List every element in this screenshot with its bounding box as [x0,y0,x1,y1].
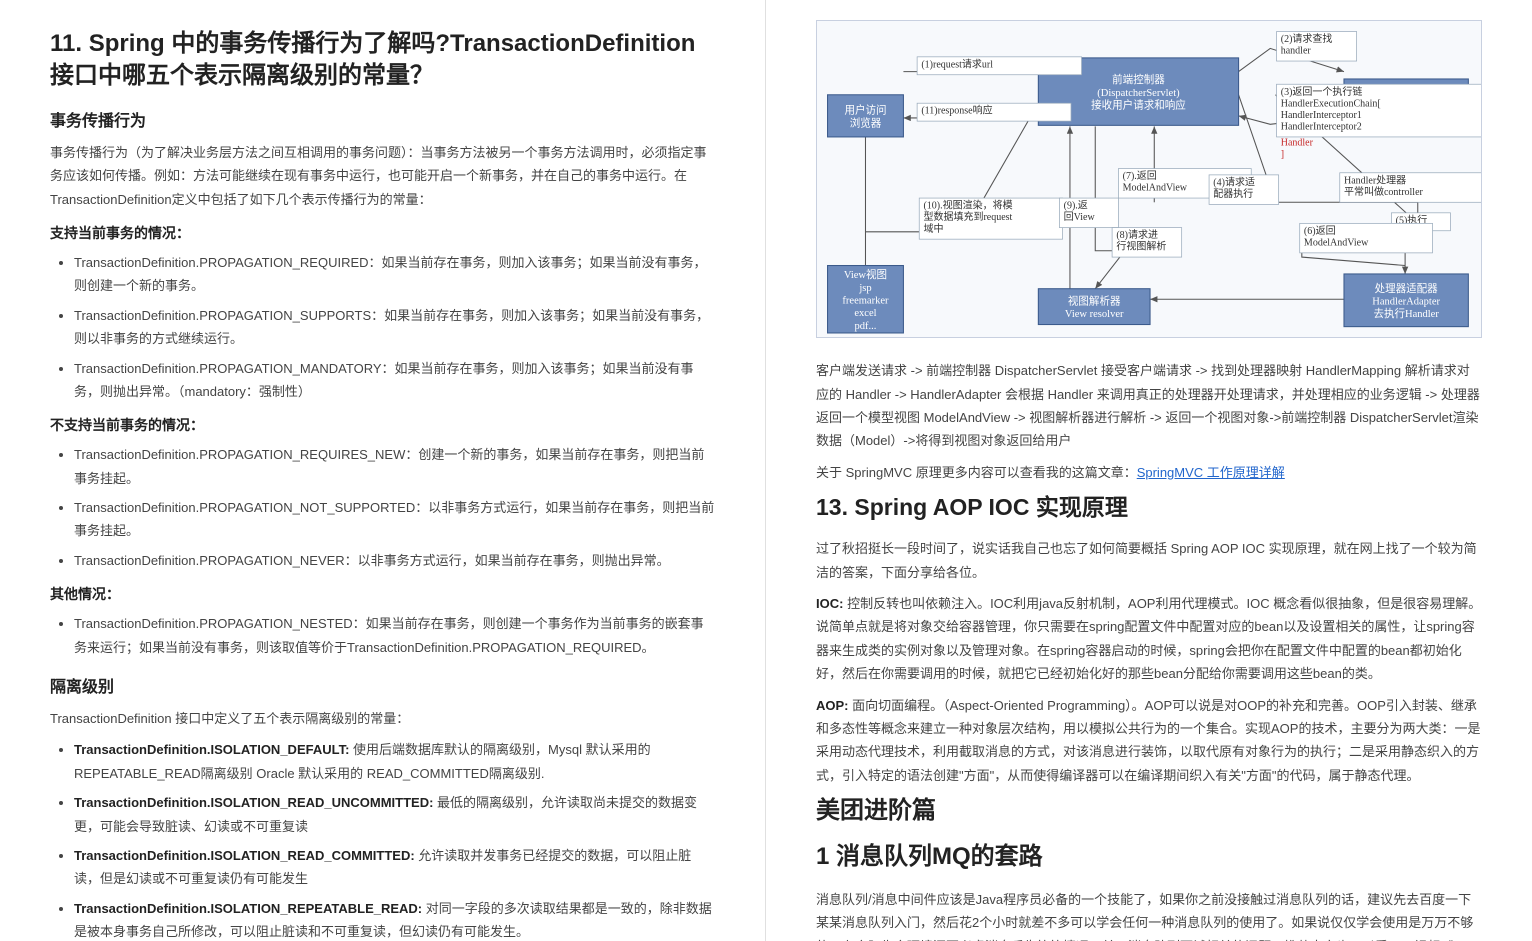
svg-text:型数据填充到request: 型数据填充到request [923,210,1012,223]
li-not-supported: TransactionDefinition.PROPAGATION_NOT_SU… [74,496,715,543]
svg-text:浏览器: 浏览器 [850,116,882,129]
iso-rc-b: TransactionDefinition.ISOLATION_READ_COM… [74,848,415,863]
springmvc-diagram: 用户访问浏览器 前端控制器 (DispatcherServlet)接收用户请求和响应… [816,20,1482,338]
p13-intro: 过了秋招挺长一段时间了，说实话我自己也忘了如何简要概括 Spring AOP I… [816,537,1482,584]
svg-text:Handler: Handler [1281,137,1314,148]
p13-ioc-t: 控制反转也叫依赖注入。IOC利用java反射机制，AOP利用代理模式。IOC 概… [816,596,1481,681]
svg-text:HandlerInterceptor2: HandlerInterceptor2 [1281,122,1362,133]
h4-other: 其他情况： [50,584,715,604]
svg-text:View resolver: View resolver [1065,309,1124,320]
svg-text:(7).返回: (7).返回 [1123,170,1157,182]
svg-text:(2)请求查找: (2)请求查找 [1281,32,1333,45]
springmvc-link[interactable]: SpringMVC 工作原理详解 [1137,465,1285,480]
li-iso-rc: TransactionDefinition.ISOLATION_READ_COM… [74,844,715,891]
iso-rr-b: TransactionDefinition.ISOLATION_REPEATAB… [74,901,422,916]
li-iso-default: TransactionDefinition.ISOLATION_DEFAULT:… [74,738,715,785]
p13-aop-t: 面向切面编程。（Aspect-Oriented Programming）。AOP… [816,698,1480,783]
li-iso-rr: TransactionDefinition.ISOLATION_REPEATAB… [74,897,715,941]
svg-text:Handler处理器: Handler处理器 [1344,174,1406,186]
p-link: 关于 SpringMVC 原理更多内容可以查看我的这篇文章：SpringMVC … [816,461,1482,484]
svg-text:前端控制器: 前端控制器 [1112,73,1165,86]
h2-meituan: 美团进阶篇 [816,795,1482,827]
svg-text:excel: excel [854,308,876,319]
svg-text:(8)请求进: (8)请求进 [1116,228,1158,241]
p13-ioc: IOC: 控制反转也叫依赖注入。IOC利用java反射机制，AOP利用代理模式。… [816,592,1482,686]
svg-text:回View: 回View [1064,211,1096,223]
svg-text:用户访问: 用户访问 [844,104,886,117]
svg-text:]: ] [1281,149,1284,160]
svg-text:(11)response响应: (11)response响应 [921,104,992,117]
li-nested: TransactionDefinition.PROPAGATION_NESTED… [74,612,715,659]
q13-title: 13. Spring AOP IOC 实现原理 [816,492,1482,523]
p-flow: 客户端发送请求 -> 前端控制器 DispatcherServlet 接受客户端… [816,359,1482,453]
p-mq: 消息队列/消息中间件应该是Java程序员必备的一个技能了，如果你之前没接触过消息… [816,888,1482,941]
svg-text:(3)返回一个执行链: (3)返回一个执行链 [1281,85,1363,98]
list-not-support: TransactionDefinition.PROPAGATION_REQUIR… [50,443,715,572]
li-required: TransactionDefinition.PROPAGATION_REQUIR… [74,251,715,298]
p-propagation-intro: 事务传播行为（为了解决业务层方法之间互相调用的事务问题）：当事务方法被另一个事务… [50,141,715,211]
svg-text:HandlerAdapter: HandlerAdapter [1372,297,1440,308]
h4-not-support: 不支持当前事务的情况： [50,415,715,435]
list-support: TransactionDefinition.PROPAGATION_REQUIR… [50,251,715,403]
p-isolation-intro: TransactionDefinition 接口中定义了五个表示隔离级别的常量： [50,707,715,730]
q11-title: 11. Spring 中的事务传播行为了解吗?TransactionDefini… [50,28,715,93]
svg-text:freemarker: freemarker [842,295,889,306]
p13-ioc-b: IOC: [816,596,843,611]
list-isolation: TransactionDefinition.ISOLATION_DEFAULT:… [50,738,715,941]
svg-text:View视图: View视图 [844,268,887,281]
li-iso-ru: TransactionDefinition.ISOLATION_READ_UNC… [74,791,715,838]
svg-text:配器执行: 配器执行 [1213,187,1253,200]
li-requires-new: TransactionDefinition.PROPAGATION_REQUIR… [74,443,715,490]
h4-support-cur: 支持当前事务的情况： [50,223,715,243]
svg-text:HandlerExecutionChain[: HandlerExecutionChain[ [1281,98,1381,109]
p13-aop: AOP: 面向切面编程。（Aspect-Oriented Programming… [816,694,1482,788]
p13-aop-b: AOP: [816,698,849,713]
h2-mq: 1 消息队列MQ的套路 [816,841,1482,873]
iso-default-b: TransactionDefinition.ISOLATION_DEFAULT: [74,742,349,757]
h3-propagation: 事务传播行为 [50,107,715,131]
svg-text:行视图解析: 行视图解析 [1116,240,1166,253]
li-never: TransactionDefinition.PROPAGATION_NEVER：… [74,549,715,572]
h3-isolation: 隔离级别 [50,673,715,697]
svg-text:处理器适配器: 处理器适配器 [1375,283,1439,295]
svg-text:去执行Handler: 去执行Handler [1373,307,1439,320]
li-supports: TransactionDefinition.PROPAGATION_SUPPOR… [74,304,715,351]
li-mandatory: TransactionDefinition.PROPAGATION_MANDAT… [74,357,715,404]
svg-text:平常叫做controller: 平常叫做controller [1344,185,1424,198]
svg-text:(10).视图渲染，将模: (10).视图渲染，将模 [923,199,1012,212]
list-other: TransactionDefinition.PROPAGATION_NESTED… [50,612,715,659]
svg-text:pdf...: pdf... [855,321,877,332]
svg-text:handler: handler [1281,46,1312,57]
svg-text:(DispatcherServlet): (DispatcherServlet) [1097,88,1180,99]
svg-text:视图解析器: 视图解析器 [1068,295,1121,308]
svg-text:(9).返: (9).返 [1064,200,1088,212]
right-column: 用户访问浏览器 前端控制器 (DispatcherServlet)接收用户请求和响应… [766,0,1532,941]
svg-text:接收用户请求和响应: 接收用户请求和响应 [1091,98,1186,111]
svg-text:域中: 域中 [923,222,943,235]
svg-text:(1)request请求url: (1)request请求url [921,57,993,70]
svg-text:jsp: jsp [858,283,871,294]
svg-text:ModelAndView: ModelAndView [1123,183,1188,194]
svg-text:(6)返回: (6)返回 [1304,225,1336,237]
svg-text:(4)请求适: (4)请求适 [1213,175,1255,188]
iso-ru-b: TransactionDefinition.ISOLATION_READ_UNC… [74,795,433,810]
left-column: 11. Spring 中的事务传播行为了解吗?TransactionDefini… [0,0,766,941]
svg-text:ModelAndView: ModelAndView [1304,237,1369,248]
svg-text:HandlerInterceptor1: HandlerInterceptor1 [1281,110,1362,121]
p-link-pre: 关于 SpringMVC 原理更多内容可以查看我的这篇文章： [816,465,1137,480]
